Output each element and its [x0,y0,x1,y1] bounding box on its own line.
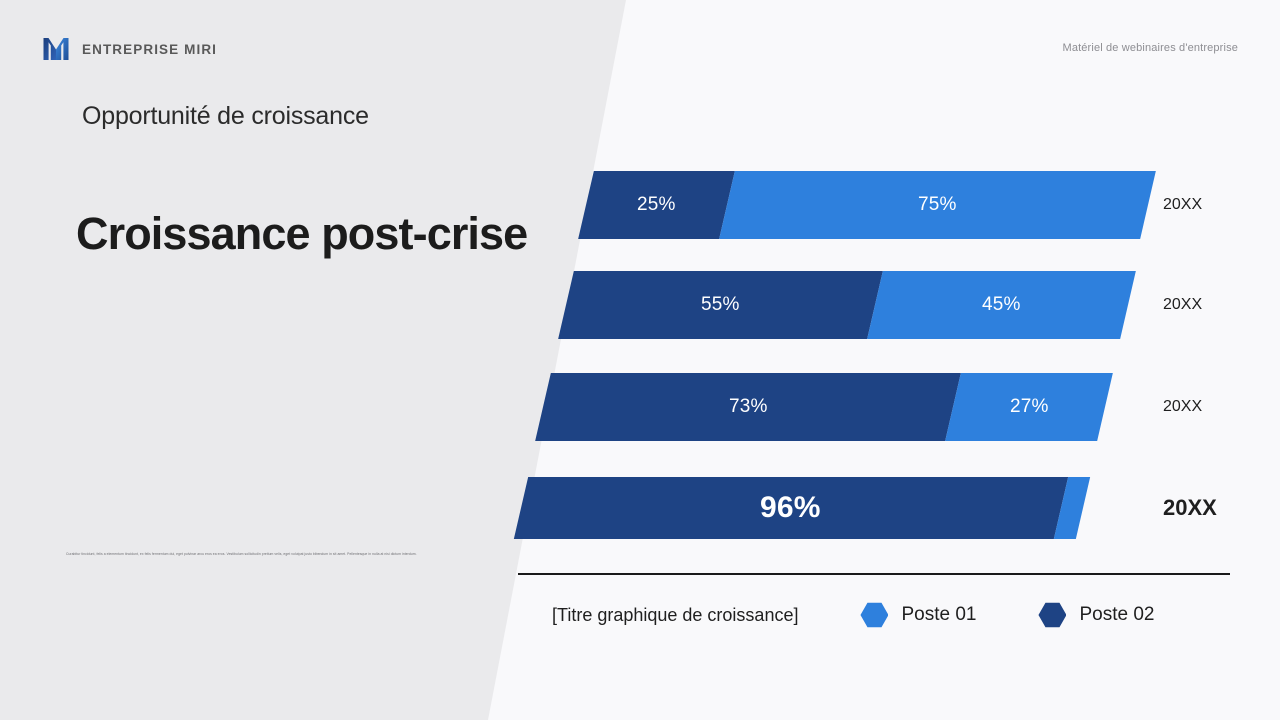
chart-row: 25% 75% 20XX [578,171,1202,239]
chart-row: 73% 27% 20XX [535,373,1202,441]
bar-segment-label: 45% [982,294,1021,315]
bar-segment-label: 25% [636,194,676,215]
chart-footer: [Titre graphique de croissance] Poste 01… [552,602,1154,628]
chart-row: 55% 45% 20XX [558,271,1202,339]
footer-divider [518,573,1230,575]
bar-segment: 73% [535,373,962,441]
row-year-label: 20XX [1163,196,1203,213]
bar-segment: 25% [578,171,735,239]
bar-segment-label: 27% [1009,396,1049,417]
bar-segment-label: 96% [760,491,822,524]
stacked-bar: 55% 45% [558,271,1136,339]
fineprint-text: Curabitur tincidunt, felis a elementum t… [66,552,417,556]
bar-segment: 55% [558,271,883,339]
bar-segment: 45% [867,271,1136,339]
row-year-label: 20XX [1163,296,1203,313]
bar-segment: 75% [718,171,1156,239]
brand-name: ENTREPRISE MIRI [82,41,218,57]
bar-segment-label: 55% [701,294,740,315]
bar-segment: 27% [945,373,1113,441]
eyebrow-text: Opportunité de croissance [82,102,369,130]
brand-lockup: ENTREPRISE MIRI [42,36,217,62]
chart-row: 96% 20XX [513,474,1217,542]
legend-item-poste-01: Poste 01 [860,602,976,628]
hexagon-icon [860,602,889,628]
page-title: Croissance post-crise [76,208,528,259]
bar-segment: 96% [513,477,1068,539]
stacked-bar: 96% [513,477,1091,539]
row-year-label: 20XX [1163,495,1217,520]
legend-label: Poste 01 [901,604,977,625]
legend-label: Poste 02 [1079,604,1155,625]
header-note: Matériel de webinaires d'entreprise [1062,42,1238,54]
miri-m-logo-icon [43,38,69,60]
chart-title: [Titre graphique de croissance] [552,604,799,625]
stacked-bar: 25% 75% [578,171,1156,239]
hexagon-icon [1038,602,1067,628]
row-year-label: 20XX [1163,398,1203,415]
legend-item-poste-02: Poste 02 [1038,602,1154,628]
bar-segment-label: 75% [917,194,957,215]
stacked-bar: 73% 27% [535,373,1113,441]
bar-segment-label: 73% [728,396,768,417]
